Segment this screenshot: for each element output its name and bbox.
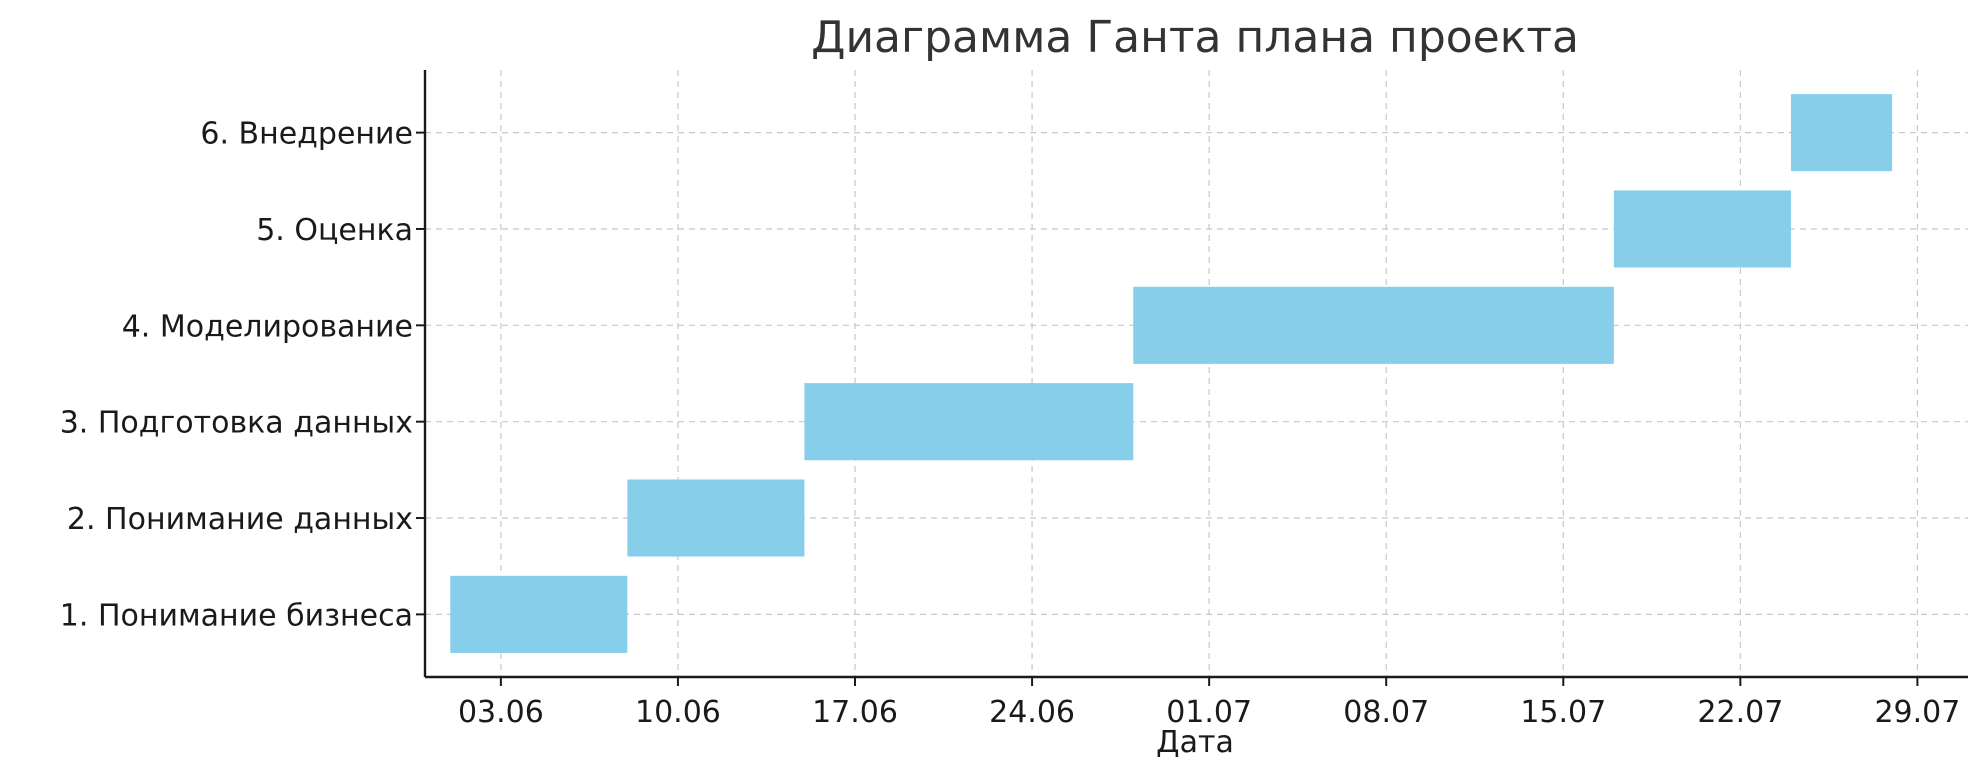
x-tick-label: 08.07 bbox=[1343, 695, 1429, 730]
x-tick-label: 03.06 bbox=[458, 695, 544, 730]
x-tick-label: 10.06 bbox=[635, 695, 721, 730]
task-bar bbox=[450, 575, 628, 653]
task-bar bbox=[1790, 94, 1893, 172]
y-tick-label: 6. Внедрение bbox=[200, 117, 413, 152]
task-bar bbox=[1133, 286, 1614, 364]
grid-layer bbox=[425, 70, 1968, 677]
y-tick-label: 5. Оценка bbox=[256, 213, 413, 248]
x-axis-label: Дата bbox=[1156, 725, 1234, 760]
y-tick-label: 4. Моделирование bbox=[122, 309, 413, 344]
x-tick-label: 24.06 bbox=[989, 695, 1075, 730]
y-tick-label: 3. Подготовка данных bbox=[60, 406, 413, 441]
x-tick-label: 01.07 bbox=[1166, 695, 1252, 730]
x-tick-label: 15.07 bbox=[1520, 695, 1606, 730]
task-bar bbox=[627, 479, 805, 557]
chart-title: Диаграмма Ганта плана проекта bbox=[811, 12, 1579, 63]
task-bar bbox=[804, 383, 1134, 461]
y-tick-label: 1. Понимание бизнеса bbox=[60, 598, 413, 633]
x-tick-label: 22.07 bbox=[1697, 695, 1783, 730]
x-tick-label: 17.06 bbox=[812, 695, 898, 730]
x-tick-label: 29.07 bbox=[1874, 695, 1960, 730]
task-bar bbox=[1613, 190, 1791, 268]
axis-layer: 03.06 10.06 17.06 24.06 01.07 08.07 15.07 22.07… bbox=[60, 70, 1968, 730]
y-tick-label: 2. Понимание данных bbox=[67, 502, 413, 537]
bar-layer bbox=[450, 94, 1893, 653]
